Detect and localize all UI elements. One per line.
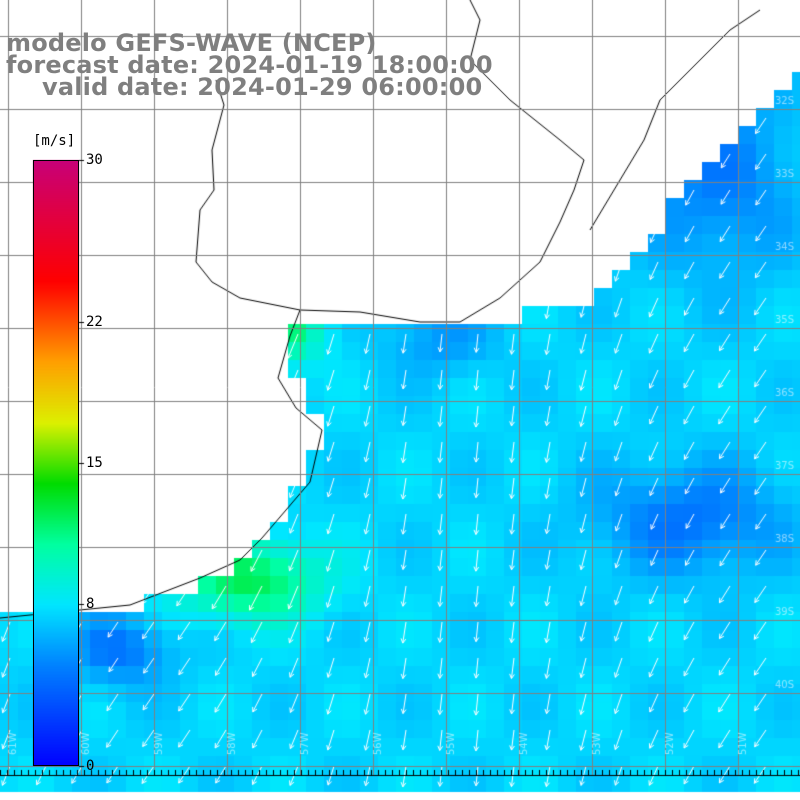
colorbar-tick-8: 8: [86, 596, 95, 613]
model-title: modelo GEFS-WAVE (NCEP): [6, 29, 377, 57]
colorbar-tick-30: 30: [86, 152, 103, 168]
colorbar: [33, 160, 79, 766]
colorbar-tick-22: 22: [86, 313, 103, 330]
valid-date: valid date: 2024-01-29 06:00:00: [42, 73, 483, 101]
forecast-date: forecast date: 2024-01-19 18:00:00: [6, 51, 493, 79]
colorbar-unit: [m/s]: [33, 133, 76, 149]
colorbar-tick-0: 0: [86, 758, 95, 774]
colorbar-tick-15: 15: [86, 455, 103, 471]
